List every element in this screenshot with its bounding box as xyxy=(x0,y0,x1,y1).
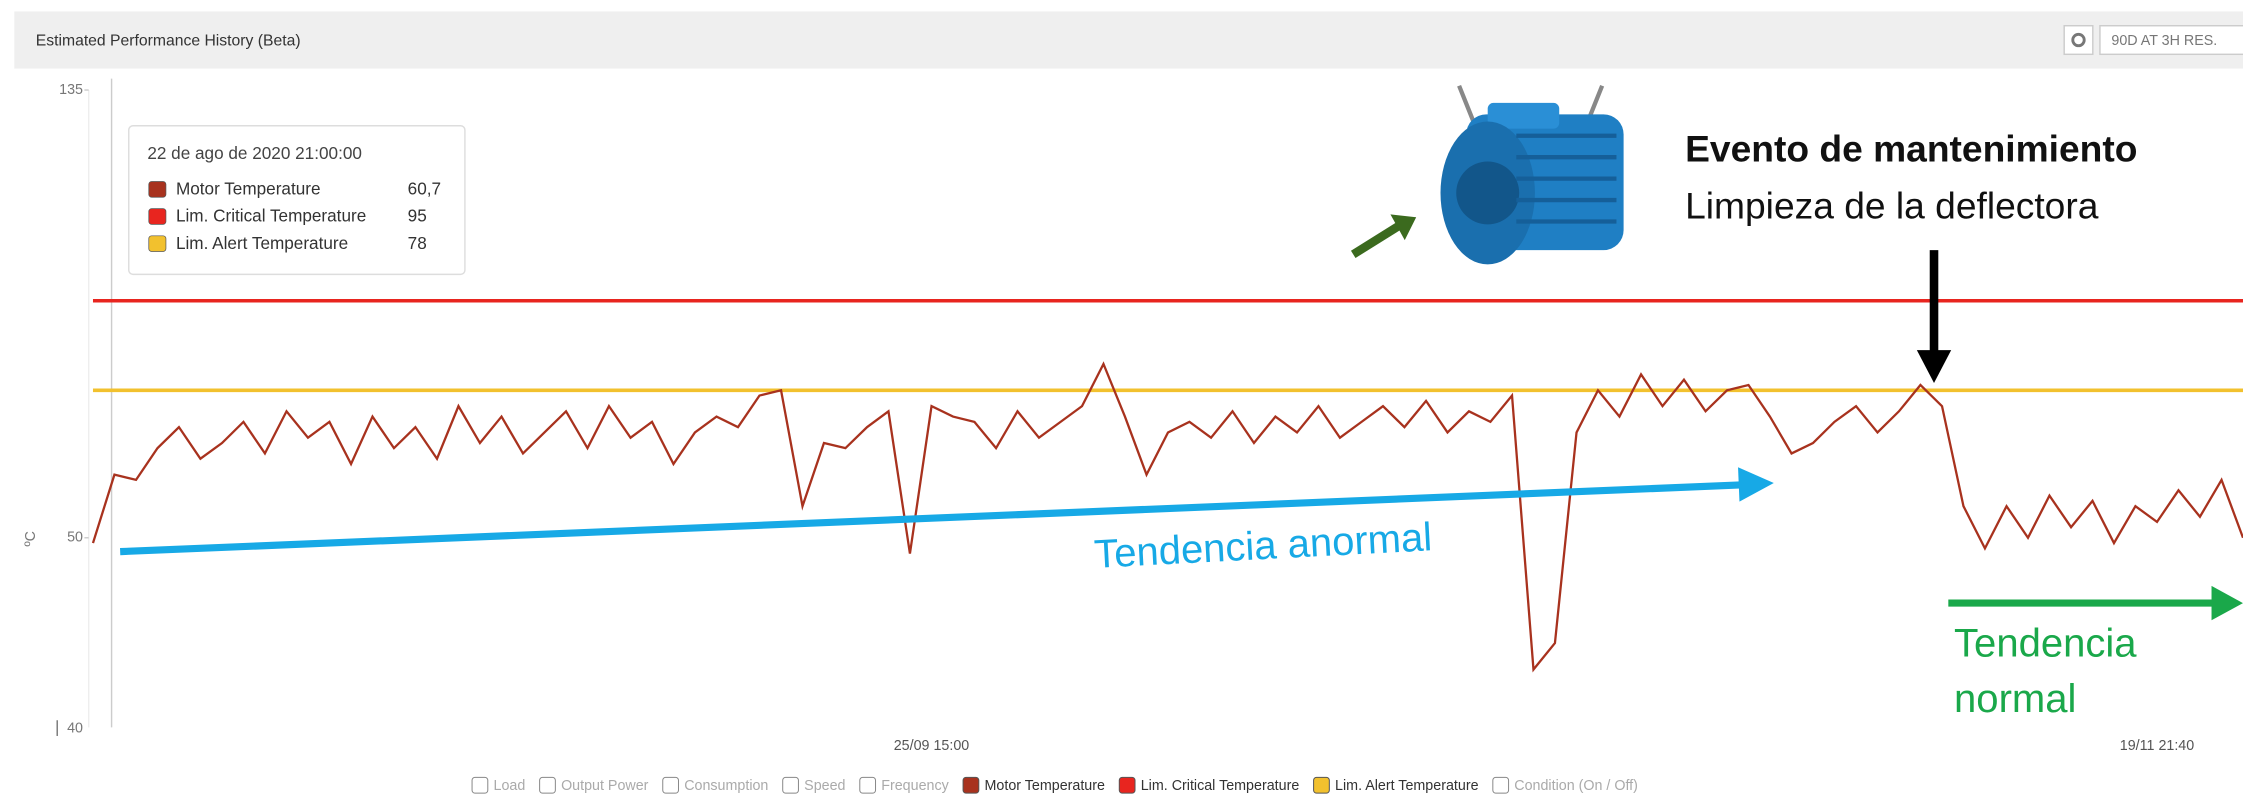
legend-label: Lim. Critical Temperature xyxy=(1141,778,1300,794)
x-tick-label: 19/11 21:40 xyxy=(2120,738,2194,754)
legend-checkbox[interactable] xyxy=(783,777,799,793)
legend-checkbox[interactable] xyxy=(663,777,679,793)
tooltip-series: Motor Temperature xyxy=(176,179,321,199)
normal-trend-label: Tendencia xyxy=(1954,622,2137,666)
tooltip-swatch xyxy=(149,181,166,197)
legend-checkbox[interactable] xyxy=(540,777,556,793)
screen: Estimated Performance History (Beta) 90D… xyxy=(0,0,2243,806)
y-tick-label: 135 xyxy=(59,82,83,98)
legend-label: Motor Temperature xyxy=(985,778,1106,794)
tooltip-value: 78 xyxy=(408,233,427,253)
range-label: 90D AT 3H RES. xyxy=(2111,33,2217,49)
legend-checkbox[interactable] xyxy=(963,777,979,793)
event-detail: Limpieza de la deflectora xyxy=(1685,184,2099,226)
legend-checkbox[interactable] xyxy=(1493,777,1509,793)
settings-button[interactable] xyxy=(2064,26,2093,55)
y-axis-title: ºC xyxy=(23,531,39,547)
tooltip: 22 de ago de 2020 21:00:00 Motor Tempera… xyxy=(129,126,465,275)
x-tick-label: 25/09 15:00 xyxy=(894,738,970,754)
tooltip-value: 95 xyxy=(408,206,427,226)
legend-checkbox[interactable] xyxy=(1119,777,1135,793)
legend-checkbox[interactable] xyxy=(860,777,876,793)
legend-label: Lim. Alert Temperature xyxy=(1335,778,1479,794)
legend-label: Speed xyxy=(804,778,845,794)
legend-label: Load xyxy=(494,778,526,794)
legend-label: Output Power xyxy=(561,778,649,794)
legend-label: Condition (On / Off) xyxy=(1514,778,1638,794)
header-bar xyxy=(14,11,2243,68)
tooltip-value: 60,7 xyxy=(408,179,441,199)
legend-label: Frequency xyxy=(881,778,949,794)
tooltip-series: Lim. Critical Temperature xyxy=(176,206,366,226)
tooltip-swatch xyxy=(149,236,166,252)
tooltip-series: Lim. Alert Temperature xyxy=(176,233,348,253)
legend-label: Consumption xyxy=(684,778,768,794)
legend-checkbox[interactable] xyxy=(472,777,488,793)
y-bottom-label: 40 xyxy=(67,721,83,737)
panel-title: Estimated Performance History (Beta) xyxy=(36,33,301,50)
event-title: Evento de mantenimiento xyxy=(1685,127,2137,169)
tooltip-swatch xyxy=(149,209,166,225)
tooltip-title: 22 de ago de 2020 21:00:00 xyxy=(147,143,362,163)
legend-checkbox[interactable] xyxy=(1314,777,1330,793)
normal-trend-label: normal xyxy=(1954,677,2076,721)
y-tick-label: 50 xyxy=(67,530,83,546)
